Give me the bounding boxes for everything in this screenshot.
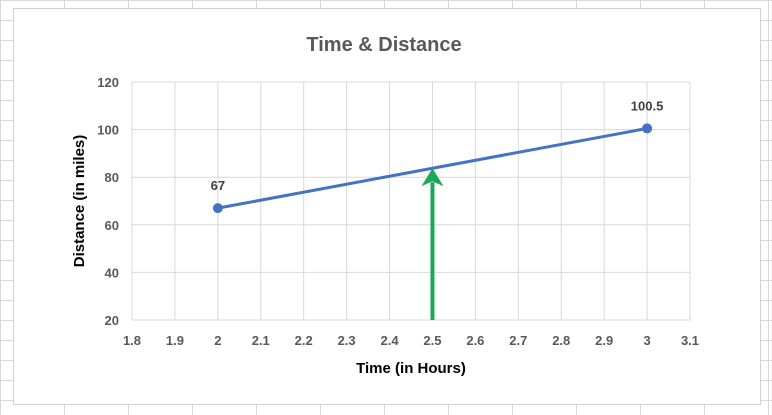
y-tick-label: 120 bbox=[97, 75, 119, 90]
x-tick-label: 1.9 bbox=[166, 333, 184, 348]
y-tick-label: 20 bbox=[105, 313, 119, 328]
x-tick-label: 3.1 bbox=[681, 333, 699, 348]
x-tick-label: 2.3 bbox=[338, 333, 356, 348]
x-tick-label: 2.8 bbox=[552, 333, 570, 348]
annotation-group bbox=[421, 168, 444, 320]
x-tick-label: 2.2 bbox=[295, 333, 313, 348]
x-tick-label: 2.9 bbox=[595, 333, 613, 348]
x-tick-label: 2.1 bbox=[252, 333, 270, 348]
y-tick-label: 40 bbox=[105, 265, 119, 280]
y-axis-title: Distance (in miles) bbox=[71, 135, 88, 268]
chart-title: Time & Distance bbox=[306, 34, 461, 56]
x-tick-label: 2.4 bbox=[380, 333, 399, 348]
arrow-head-icon bbox=[421, 168, 444, 187]
x-tick-labels: 1.8 1.9 2 2.1 2.2 2.3 2.4 2.5 2.6 2.7 2.8 2.9 3 3.1 bbox=[123, 333, 699, 348]
series-group: 67 100.5 bbox=[211, 98, 664, 214]
data-point[interactable] bbox=[212, 203, 223, 214]
data-point[interactable] bbox=[642, 123, 653, 134]
plot-grid bbox=[131, 81, 691, 321]
data-label: 100.5 bbox=[631, 98, 664, 113]
y-tick-label: 100 bbox=[97, 123, 119, 138]
x-axis-title: Time (in Hours) bbox=[356, 360, 466, 377]
x-tick-label: 2.7 bbox=[509, 333, 527, 348]
y-tick-label: 80 bbox=[105, 170, 119, 185]
x-tick-label: 2 bbox=[214, 333, 221, 348]
x-tick-label: 1.8 bbox=[123, 333, 141, 348]
x-tick-label: 2.5 bbox=[423, 333, 441, 348]
x-tick-label: 3 bbox=[643, 333, 650, 348]
x-tick-label: 2.6 bbox=[466, 333, 484, 348]
y-tick-labels: 20 40 60 80 100 120 bbox=[97, 75, 119, 328]
chart-area[interactable] bbox=[13, 8, 761, 405]
y-tick-label: 60 bbox=[105, 218, 119, 233]
data-label: 67 bbox=[211, 178, 225, 193]
